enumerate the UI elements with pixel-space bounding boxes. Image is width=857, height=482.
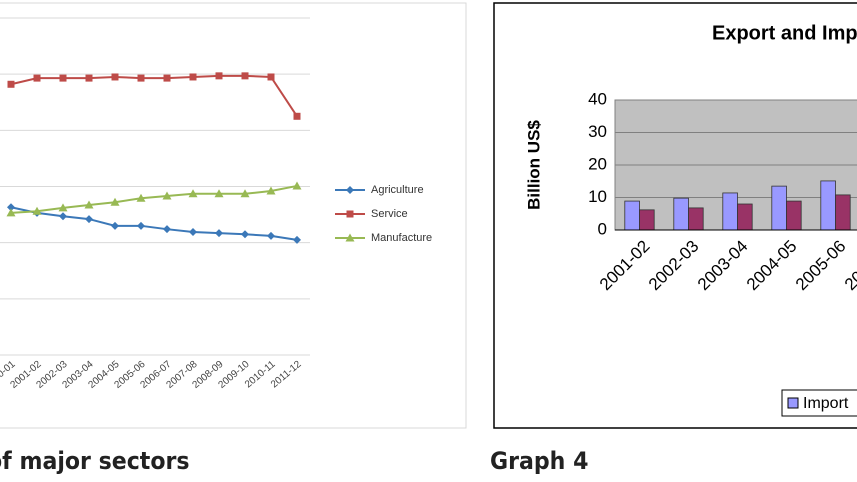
line-marker [6, 208, 16, 217]
line-marker [58, 203, 68, 212]
legend-swatch [787, 397, 799, 409]
line-marker [241, 230, 249, 239]
line-marker [33, 74, 41, 82]
line-marker [110, 197, 120, 206]
line-marker [267, 73, 275, 81]
line-marker [136, 193, 146, 202]
y-tick-label: 40 [588, 89, 607, 108]
line-marker [84, 200, 94, 209]
line-marker [59, 74, 67, 82]
line-marker [189, 227, 197, 236]
legend-marker [346, 210, 354, 218]
legend-marker [346, 186, 354, 194]
line-marker [215, 229, 223, 238]
series-line [10, 74, 298, 117]
line-marker [163, 74, 171, 82]
y-tick-label: 20 [588, 154, 607, 173]
line-marker [240, 189, 250, 198]
legend-label: Service [371, 208, 408, 220]
bar [835, 194, 851, 231]
line-marker [214, 189, 224, 198]
series-line [10, 206, 298, 241]
line-marker [189, 73, 197, 81]
legend-label: Import [803, 395, 849, 412]
series-line [10, 184, 298, 214]
bar [673, 197, 689, 231]
line-marker [188, 189, 198, 198]
line-marker [85, 215, 93, 224]
line-marker [293, 235, 301, 244]
chart-title: Export and Import [712, 22, 857, 44]
legend-label: Manufacture [371, 232, 432, 244]
bar [820, 180, 836, 231]
caption: Graph 4 [490, 448, 588, 475]
line-marker [32, 206, 42, 215]
caption: of major sectors [0, 448, 190, 475]
line-marker [7, 80, 15, 88]
line-marker [163, 225, 171, 234]
bar [771, 185, 787, 231]
bar [722, 192, 738, 231]
y-tick-label: 10 [588, 187, 607, 206]
line-marker [111, 73, 119, 81]
legend-marker [345, 233, 355, 242]
line-marker [267, 231, 275, 240]
y-tick-label: 0 [598, 219, 607, 238]
line-marker [292, 181, 302, 190]
legend-label: Agriculture [371, 184, 424, 196]
line-marker [162, 191, 172, 200]
line-marker [59, 212, 67, 221]
bar [786, 200, 802, 231]
bar [688, 207, 704, 231]
line-marker [111, 221, 119, 230]
line-marker [137, 74, 145, 82]
line-marker [241, 72, 249, 80]
line-marker [215, 72, 223, 80]
line-marker [266, 186, 276, 195]
bar [737, 203, 753, 231]
line-marker [293, 112, 301, 120]
bar [624, 200, 640, 231]
y-tick-label: 30 [588, 122, 607, 141]
line-marker [7, 203, 15, 212]
y-axis-label: Billion US$ [524, 120, 543, 210]
line-marker [137, 221, 145, 230]
line-marker [85, 74, 93, 82]
bar [639, 209, 655, 231]
